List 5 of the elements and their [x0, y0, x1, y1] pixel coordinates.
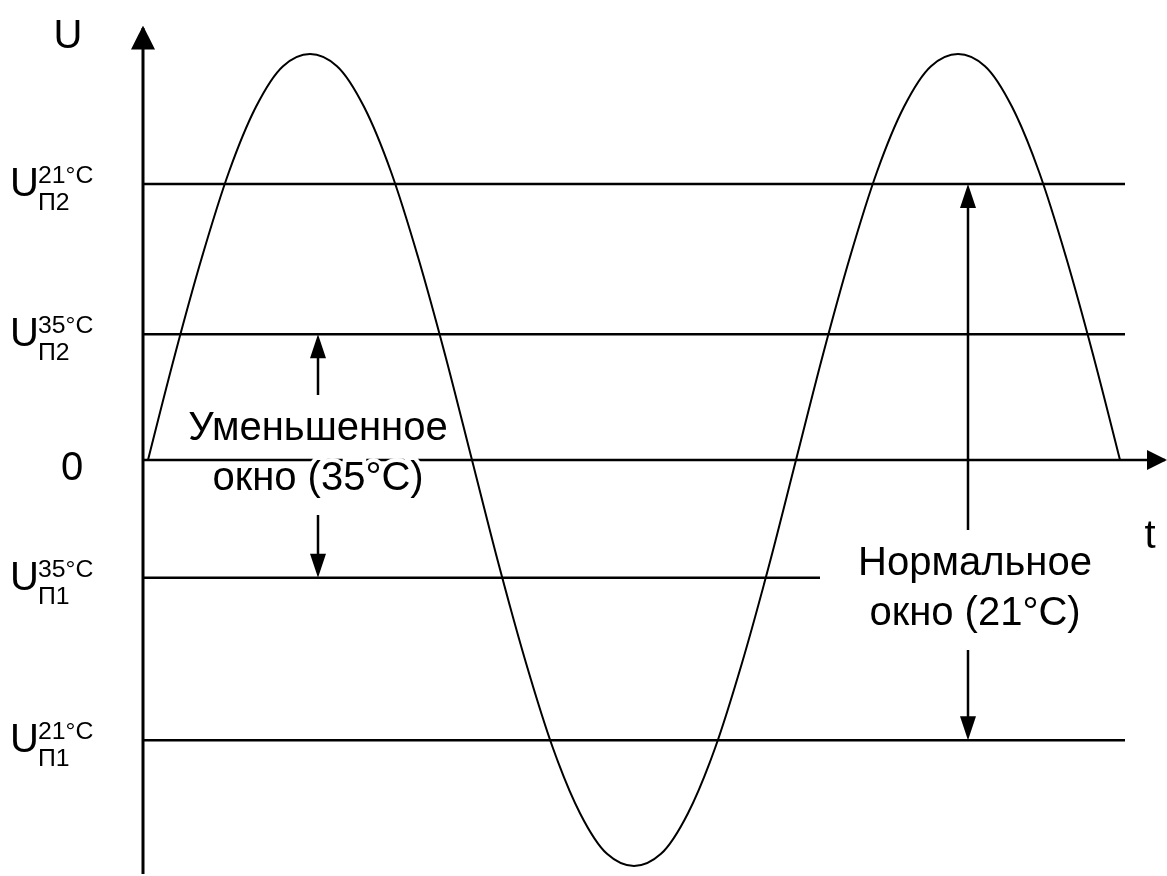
y-axis-title: U	[53, 12, 83, 56]
annotation: Нормальное окно (21°C)	[858, 539, 1092, 633]
x-axis-title: t	[1144, 512, 1156, 556]
annotation: Уменьшенное окно (35°C)	[188, 404, 448, 498]
text: 0	[60, 444, 84, 488]
